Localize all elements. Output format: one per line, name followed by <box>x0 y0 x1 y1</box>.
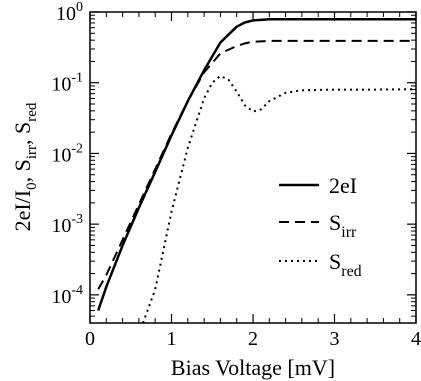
legend-label-sub: irr <box>341 224 357 241</box>
y-tick-label: 10-3 <box>51 212 83 237</box>
y-tick-base: 10 <box>51 286 71 308</box>
legend-label-main: S <box>329 249 341 274</box>
y-axis-title-part: irr <box>24 145 40 159</box>
series-line-s-irr <box>98 41 416 289</box>
y-tick-base: 10 <box>51 215 71 237</box>
y-axis-title-part: 2eI/I <box>10 190 35 232</box>
y-tick-exponent: -1 <box>71 71 83 86</box>
y-tick-base: 10 <box>51 144 71 166</box>
x-tick-label: 0 <box>85 328 95 350</box>
x-tick-label: 3 <box>330 328 340 350</box>
series-line-2ei <box>98 19 416 310</box>
x-tick-label: 1 <box>167 328 177 350</box>
legend-label-main: S <box>329 210 341 235</box>
legend-label-main: 2eI <box>329 173 357 198</box>
x-tick-label: 4 <box>411 328 421 350</box>
legend-label: Sred <box>329 249 362 280</box>
y-tick-exponent: 0 <box>76 0 83 15</box>
y-axis-title-part: , S <box>10 122 35 145</box>
y-tick-label: 10-1 <box>51 71 83 96</box>
legend-label: 2eI <box>329 173 357 198</box>
y-axis-title: 2eI/I0, Sirr, Sred <box>10 102 40 231</box>
legend-label-sub: red <box>341 263 361 280</box>
y-tick-label: 10-2 <box>51 141 83 166</box>
y-tick-exponent: -4 <box>71 283 83 298</box>
plot-frame <box>90 12 416 323</box>
x-axis-title: Bias Voltage [mV] <box>171 355 335 380</box>
y-axis-title-part: , S <box>10 159 35 182</box>
y-tick-base: 10 <box>51 74 71 96</box>
y-tick-exponent: -3 <box>71 212 83 227</box>
legend-label: Sirr <box>329 210 357 241</box>
series-line-s-red <box>143 76 416 323</box>
curves <box>98 19 416 323</box>
y-tick-exponent: -2 <box>71 141 83 156</box>
y-tick-label: 100 <box>56 0 83 25</box>
y-tick-base: 10 <box>56 3 76 25</box>
y-axis-title-part: red <box>24 102 40 122</box>
y-tick-label: 10-4 <box>51 283 83 308</box>
y-axis-title-part: 0 <box>24 182 40 190</box>
x-tick-label: 2 <box>248 328 258 350</box>
